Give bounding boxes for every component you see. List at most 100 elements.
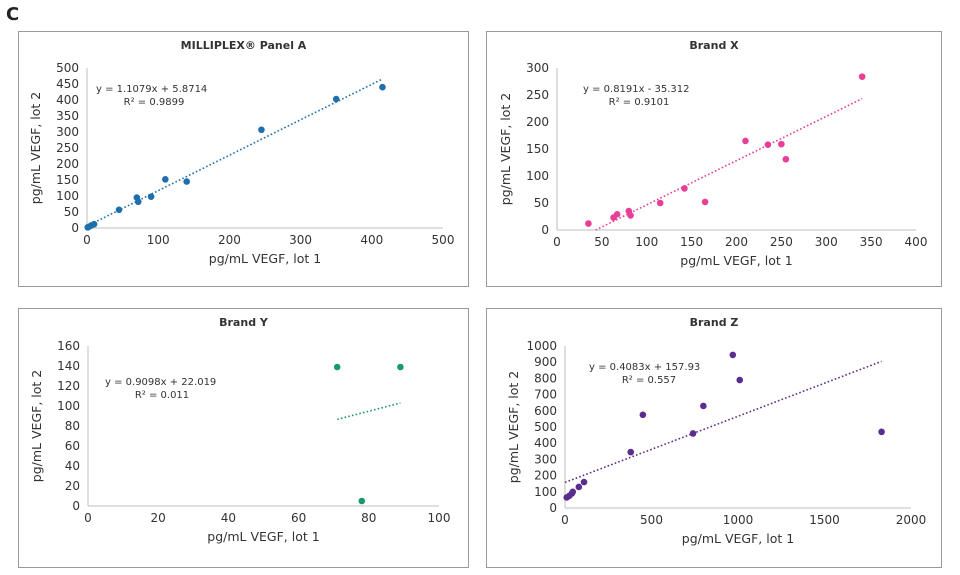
y-tick-label: 400 [534, 436, 557, 450]
x-tick-label: 20 [151, 511, 166, 525]
x-tick-label: 400 [360, 233, 383, 247]
r-squared-label: R² = 0.9899 [124, 97, 185, 108]
data-point [580, 478, 588, 486]
y-tick-label: 150 [526, 142, 549, 156]
x-tick-label: 150 [680, 235, 703, 249]
y-tick-label: 400 [56, 93, 79, 107]
y-tick-label: 80 [65, 419, 80, 433]
x-tick-label: 80 [361, 511, 376, 525]
r-squared-label: R² = 0.557 [622, 375, 676, 386]
y-tick-label: 800 [534, 371, 557, 385]
y-tick-label: 500 [534, 420, 557, 434]
x-tick-label: 1500 [809, 513, 840, 527]
x-tick-label: 0 [561, 513, 569, 527]
x-tick-label: 0 [83, 233, 91, 247]
chart-title: MILLIPLEX® Panel A [181, 39, 307, 52]
y-tick-label: 250 [526, 88, 549, 102]
data-point [878, 428, 885, 436]
x-tick-label: 200 [218, 233, 241, 247]
data-point [115, 206, 123, 214]
data-point [656, 199, 664, 207]
y-tick-label: 160 [57, 339, 80, 353]
y-tick-label: 100 [57, 399, 80, 413]
x-tick-label: 300 [289, 233, 312, 247]
x-tick-label: 100 [635, 235, 658, 249]
data-point [858, 73, 866, 80]
scatter-plot: MILLIPLEX® Panel A 0 100 200 300 400 500 0 50 100… [28, 39, 455, 266]
data-point [627, 448, 635, 456]
y-tick-label: 600 [534, 404, 557, 418]
data-point [397, 363, 404, 371]
y-tick-label: 700 [534, 388, 557, 402]
y-tick-label: 1000 [526, 339, 557, 353]
x-tick-label: 0 [84, 511, 92, 525]
y-tick-label: 40 [65, 459, 80, 473]
y-tick-label: 0 [71, 221, 79, 235]
x-tick-label: 50 [594, 235, 609, 249]
y-tick-label: 50 [534, 196, 549, 210]
data-point [332, 95, 340, 103]
y-tick-label: 140 [57, 359, 80, 373]
data-point [379, 83, 386, 91]
trendline [564, 360, 882, 484]
data-point [782, 155, 790, 163]
data-point [742, 137, 749, 145]
x-tick-label: 500 [640, 513, 663, 527]
chart-panel-brand-y: Brand Y 0 20 40 60 80 100 0 20 40 60 80 100 120 140 160… [18, 308, 469, 568]
y-tick-label: 350 [56, 109, 79, 123]
y-tick-label: 450 [56, 77, 79, 91]
y-axis-label: pg/mL VEGF, lot 2 [29, 370, 44, 482]
data-point [689, 430, 697, 437]
data-point [639, 411, 647, 419]
data-point [569, 488, 577, 496]
data-point [701, 198, 709, 206]
trendline-equation: y = 0.4083x + 157.93 [589, 362, 700, 373]
data-point [627, 212, 634, 219]
y-tick-label: 300 [534, 452, 557, 466]
chart-title: Brand X [689, 39, 739, 52]
x-tick-label: 100 [428, 511, 451, 525]
data-point [358, 497, 366, 505]
data-point [778, 140, 785, 148]
x-tick-label: 60 [291, 511, 306, 525]
x-tick-label: 500 [432, 233, 455, 247]
data-point [147, 193, 155, 200]
data-point [764, 141, 772, 148]
y-tick-label: 300 [526, 61, 549, 75]
x-tick-label: 40 [221, 511, 236, 525]
data-point [736, 376, 744, 384]
chart-panel-brand-x: Brand X 0 50 100 150 200 250 300 350 400 0 50 100 150… [486, 31, 942, 287]
data-point [162, 176, 169, 183]
x-tick-label: 400 [905, 235, 928, 249]
chart-title: Brand Y [219, 316, 269, 329]
y-tick-label: 250 [56, 141, 79, 155]
data-point [585, 220, 592, 227]
data-point [575, 483, 583, 491]
y-axis-label: pg/mL VEGF, lot 2 [498, 93, 513, 205]
x-tick-label: 1000 [723, 513, 754, 527]
y-tick-label: 100 [56, 189, 79, 203]
y-tick-label: 100 [526, 169, 549, 183]
trendline-equation: y = 1.1079x + 5.8714 [96, 84, 207, 95]
trendline [595, 97, 863, 231]
data-point [681, 185, 688, 192]
x-tick-label: 200 [725, 235, 748, 249]
trendline [337, 402, 401, 421]
trendline [86, 78, 383, 227]
y-tick-label: 100 [534, 485, 557, 499]
x-axis-label: pg/mL VEGF, lot 1 [682, 531, 794, 546]
x-axis-label: pg/mL VEGF, lot 1 [207, 529, 319, 544]
x-axis-label: pg/mL VEGF, lot 1 [680, 253, 792, 268]
figure-label: C [6, 4, 20, 25]
y-tick-label: 20 [65, 479, 80, 493]
y-tick-label: 0 [549, 501, 557, 515]
x-tick-label: 350 [860, 235, 883, 249]
scatter-plot: Brand X 0 50 100 150 200 250 300 350 400 0 50 100 150… [498, 39, 928, 268]
x-tick-label: 300 [815, 235, 838, 249]
chart-title: Brand Z [690, 316, 739, 329]
data-point [258, 126, 265, 134]
scatter-plot: Brand Y 0 20 40 60 80 100 0 20 40 60 80 100 120 140 160… [29, 316, 451, 544]
y-tick-label: 500 [56, 61, 79, 75]
x-tick-label: 0 [553, 235, 561, 249]
chart-panel-milliplex: MILLIPLEX® Panel A 0 100 200 300 400 500 0 50 100… [18, 31, 469, 287]
